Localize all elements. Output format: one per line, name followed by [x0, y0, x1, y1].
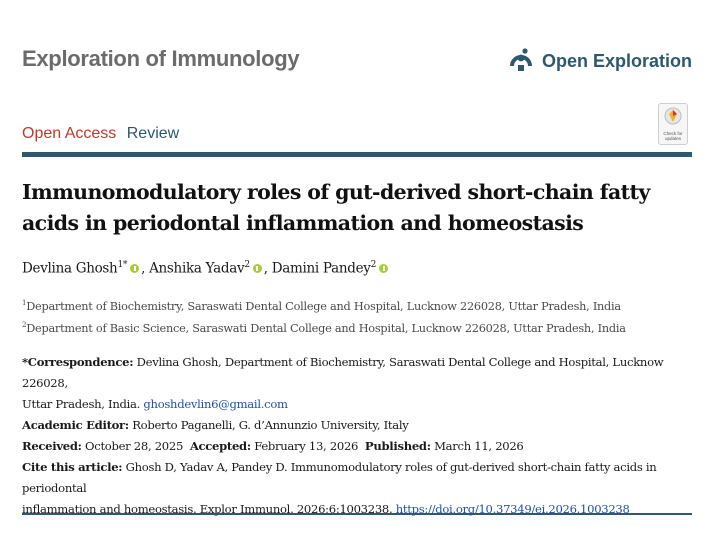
affiliation: 2Department of Basic Science, Saraswati … — [22, 321, 626, 335]
citation-line-cont: inflammation and homeostasis. Explor Imm… — [22, 499, 702, 520]
author-affiliation-marker: 2 — [244, 260, 250, 270]
affiliation-text: Department of Basic Science, Saraswati D… — [26, 321, 626, 335]
article-title: Immunomodulatory roles of gut-derived sh… — [22, 180, 650, 235]
affiliation-text: Department of Biochemistry, Saraswati De… — [26, 299, 621, 313]
correspondence-text: Devlina Ghosh, Department of Biochemistr… — [22, 355, 664, 390]
open-access-tag: Open Access — [22, 125, 117, 142]
article-tags: Open Access Review — [22, 125, 179, 143]
citation-text: Ghosh D, Yadav A, Pandey D. Immunomodula… — [22, 460, 657, 495]
published-label: Published: — [364, 439, 431, 453]
open-exploration-logo-icon — [508, 46, 536, 76]
affiliation-number: 1 — [22, 299, 27, 307]
author-affiliation-marker: 1* — [117, 260, 128, 270]
academic-editor-label: Academic Editor: — [22, 418, 129, 432]
footer-divider — [22, 513, 692, 515]
citation-text-cont: inflammation and homeostasis. Explor Imm… — [22, 502, 393, 516]
correspondence-email-link[interactable]: ghoshdevlin6@gmail.com — [143, 397, 288, 411]
correspondence: *Correspondence: Devlina Ghosh, Departme… — [22, 352, 702, 394]
author-name[interactable]: Anshika Yadav — [149, 260, 245, 277]
received-label: Received: — [22, 439, 82, 453]
affiliation: 1Department of Biochemistry, Saraswati D… — [22, 299, 621, 313]
published-date: March 11, 2026 — [434, 439, 524, 453]
article-type-tag: Review — [126, 125, 180, 142]
accepted-date: February 13, 2026 — [254, 439, 359, 453]
header-divider — [22, 152, 692, 157]
correspondence-continued: Uttar Pradesh, India. ghoshdevlin6@gmail… — [22, 394, 702, 415]
received-date: October 28, 2025 — [85, 439, 184, 453]
check-for-updates-icon — [664, 104, 682, 129]
check-for-updates-caption-1: Check for — [663, 131, 683, 136]
author-name[interactable]: Devlina Ghosh — [22, 260, 118, 277]
correspondence-text-cont: Uttar Pradesh, India. — [22, 397, 141, 411]
cite-label: Cite this article: — [22, 460, 123, 474]
citation-line: Cite this article: Ghosh D, Yadav A, Pan… — [22, 457, 702, 499]
doi-link[interactable]: https://doi.org/10.37349/ei.2026.1003238 — [395, 502, 630, 516]
affiliation-number: 2 — [22, 321, 27, 329]
academic-editor: Academic Editor: Roberto Paganelli, G. d… — [22, 415, 702, 436]
article-dates: Received: October 28, 2025 Accepted: Feb… — [22, 436, 702, 457]
citation-block: Cite this article: Ghosh D, Yadav A, Pan… — [22, 457, 702, 520]
publisher-name: Open Exploration — [541, 50, 692, 71]
article-metadata: *Correspondence: Devlina Ghosh, Departme… — [22, 352, 702, 457]
author-name[interactable]: Damini Pandey — [271, 260, 371, 277]
check-for-updates-badge[interactable]: Check for updates — [658, 103, 688, 145]
accepted-label: Accepted: — [189, 439, 251, 453]
author-affiliation-marker: 2 — [370, 260, 377, 270]
academic-editor-value: Roberto Paganelli, G. d’Annunzio Univers… — [132, 418, 409, 432]
correspondence-label: *Correspondence: — [22, 355, 134, 369]
check-for-updates-caption-2: updates — [664, 136, 681, 141]
publisher-logo[interactable]: Open Exploration — [508, 46, 692, 76]
orcid-icon[interactable] — [130, 263, 140, 273]
journal-title: Exploration of Immunology — [22, 46, 300, 71]
orcid-icon[interactable] — [252, 263, 262, 273]
author-list: Devlina Ghosh1*, Anshika Yadav2, Damini … — [22, 260, 390, 277]
orcid-icon[interactable] — [379, 263, 389, 273]
